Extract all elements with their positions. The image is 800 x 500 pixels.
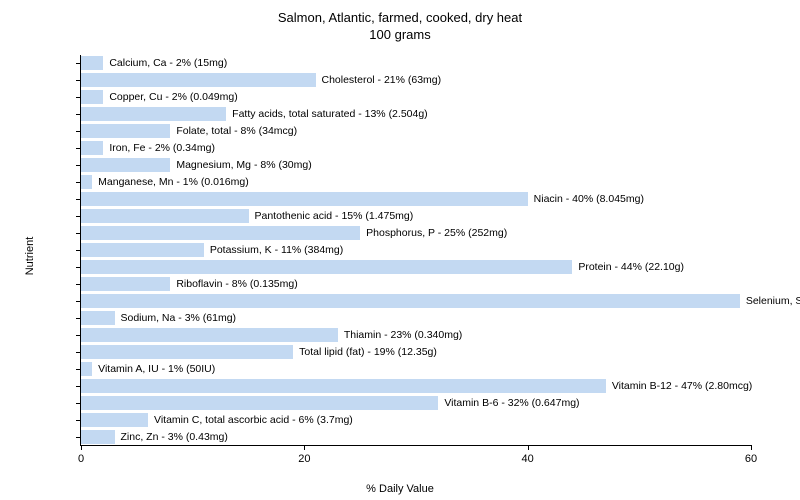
y-tick xyxy=(76,199,81,200)
chart-container: Salmon, Atlantic, farmed, cooked, dry he… xyxy=(0,0,800,500)
y-tick xyxy=(76,165,81,166)
bar-label: Total lipid (fat) - 19% (12.35g) xyxy=(299,345,437,359)
bar-label: Riboflavin - 8% (0.135mg) xyxy=(176,277,297,291)
y-tick xyxy=(76,63,81,64)
bar-label: Folate, total - 8% (34mcg) xyxy=(176,124,297,138)
bar xyxy=(81,56,103,70)
bar-label: Fatty acids, total saturated - 13% (2.50… xyxy=(232,107,428,121)
bar xyxy=(81,226,360,240)
bar xyxy=(81,430,115,444)
bar xyxy=(81,192,528,206)
bar xyxy=(81,413,148,427)
y-tick xyxy=(76,250,81,251)
bar xyxy=(81,243,204,257)
x-tick xyxy=(304,445,305,450)
y-tick xyxy=(76,182,81,183)
x-tick xyxy=(528,445,529,450)
bar xyxy=(81,260,572,274)
bar-label: Vitamin B-6 - 32% (0.647mg) xyxy=(444,396,579,410)
y-tick xyxy=(76,318,81,319)
x-tick-label: 40 xyxy=(522,453,534,465)
bar xyxy=(81,73,316,87)
bar xyxy=(81,396,438,410)
y-tick xyxy=(76,114,81,115)
bar-label: Pantothenic acid - 15% (1.475mg) xyxy=(255,209,414,223)
y-tick xyxy=(76,131,81,132)
y-tick xyxy=(76,216,81,217)
y-tick xyxy=(76,233,81,234)
bar-label: Niacin - 40% (8.045mg) xyxy=(534,192,644,206)
chart-title: Salmon, Atlantic, farmed, cooked, dry he… xyxy=(0,0,800,44)
bar-label: Phosphorus, P - 25% (252mg) xyxy=(366,226,507,240)
bar xyxy=(81,277,170,291)
title-line2: 100 grams xyxy=(369,27,430,42)
y-tick xyxy=(76,148,81,149)
bar-label: Copper, Cu - 2% (0.049mg) xyxy=(109,90,237,104)
bar-label: Protein - 44% (22.10g) xyxy=(578,260,684,274)
bar xyxy=(81,90,103,104)
bar xyxy=(81,141,103,155)
bar-label: Vitamin B-12 - 47% (2.80mcg) xyxy=(612,379,752,393)
bar xyxy=(81,311,115,325)
y-tick xyxy=(76,403,81,404)
y-tick xyxy=(76,301,81,302)
x-tick xyxy=(81,445,82,450)
bar xyxy=(81,379,606,393)
bar-label: Iron, Fe - 2% (0.34mg) xyxy=(109,141,215,155)
x-axis-title: % Daily Value xyxy=(366,483,434,495)
bar xyxy=(81,158,170,172)
y-tick xyxy=(76,437,81,438)
y-tick xyxy=(76,284,81,285)
bar xyxy=(81,294,740,308)
y-tick xyxy=(76,80,81,81)
y-tick xyxy=(76,420,81,421)
y-tick xyxy=(76,369,81,370)
bar-label: Selenium, Se - 59% (41.4mcg) xyxy=(746,294,800,308)
y-tick xyxy=(76,386,81,387)
bar-label: Zinc, Zn - 3% (0.43mg) xyxy=(121,430,228,444)
bar xyxy=(81,328,338,342)
y-tick xyxy=(76,352,81,353)
x-tick-label: 20 xyxy=(298,453,310,465)
x-tick-label: 0 xyxy=(78,453,84,465)
bar xyxy=(81,345,293,359)
x-tick xyxy=(751,445,752,450)
y-axis-title: Nutrient xyxy=(24,237,36,276)
y-tick xyxy=(76,335,81,336)
bar-label: Sodium, Na - 3% (61mg) xyxy=(121,311,237,325)
bar-label: Thiamin - 23% (0.340mg) xyxy=(344,328,462,342)
bar-label: Vitamin A, IU - 1% (50IU) xyxy=(98,362,215,376)
y-tick xyxy=(76,97,81,98)
bar-label: Calcium, Ca - 2% (15mg) xyxy=(109,56,227,70)
bar-label: Cholesterol - 21% (63mg) xyxy=(322,73,442,87)
y-tick xyxy=(76,267,81,268)
title-line1: Salmon, Atlantic, farmed, cooked, dry he… xyxy=(278,10,522,25)
plot-area: Calcium, Ca - 2% (15mg) Cholesterol - 21%… xyxy=(80,55,751,446)
bar-label: Potassium, K - 11% (384mg) xyxy=(210,243,343,257)
bar xyxy=(81,209,249,223)
bar-label: Magnesium, Mg - 8% (30mg) xyxy=(176,158,311,172)
bar-label: Vitamin C, total ascorbic acid - 6% (3.7… xyxy=(154,413,353,427)
bar xyxy=(81,175,92,189)
x-tick-label: 60 xyxy=(745,453,757,465)
bar xyxy=(81,362,92,376)
bar xyxy=(81,124,170,138)
bar-label: Manganese, Mn - 1% (0.016mg) xyxy=(98,175,249,189)
bar xyxy=(81,107,226,121)
